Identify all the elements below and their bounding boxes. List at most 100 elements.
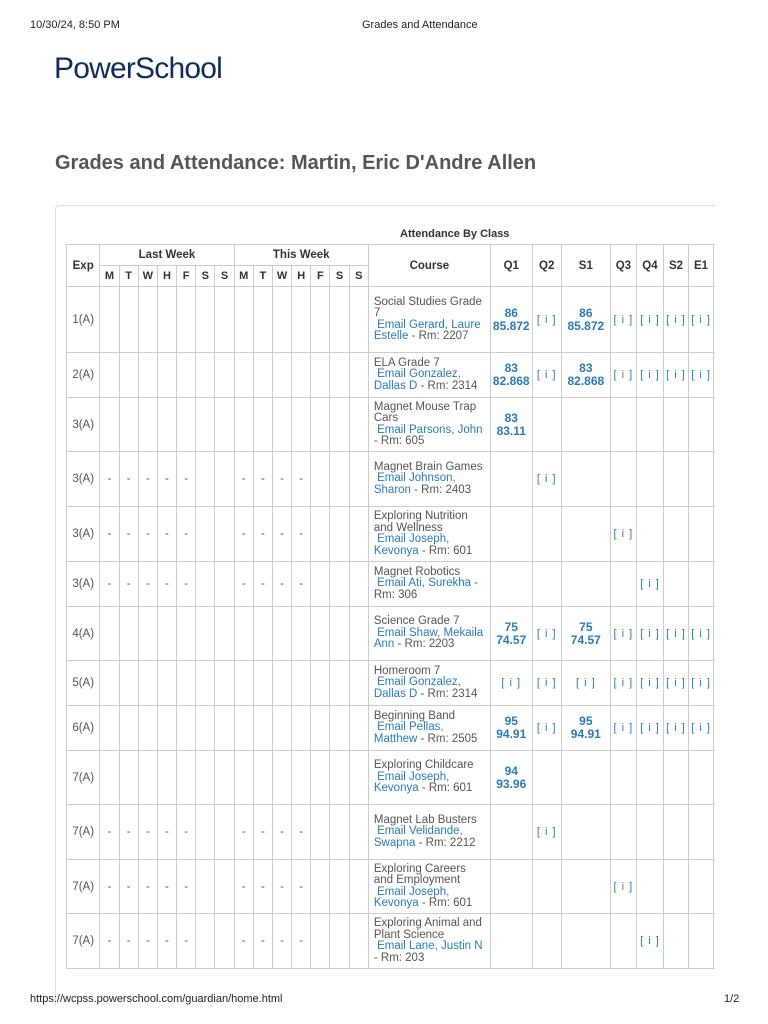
attendance-cell: -: [252, 561, 273, 607]
header-day: H: [156, 265, 178, 287]
grade-link[interactable]: 83 82.868: [567, 361, 604, 388]
exp-cell: 7(A): [65, 913, 101, 969]
exp-cell: 1(A): [65, 286, 101, 353]
attendance-cell: -: [118, 913, 139, 969]
email-teacher-link[interactable]: Email Gonzalez, Dallas D: [373, 368, 461, 392]
header-term-q2[interactable]: Q2: [531, 244, 562, 287]
info-link[interactable]: [ i ]: [640, 722, 660, 734]
room: - Rm: 2212: [418, 836, 476, 849]
grade-link[interactable]: 86 85.872: [567, 306, 604, 333]
grade-link[interactable]: 86 85.872: [493, 306, 530, 333]
attendance-cell: -: [99, 451, 120, 507]
info-link[interactable]: [ i ]: [536, 369, 557, 381]
email-teacher-link[interactable]: Email Gerard, Laure Estelle: [373, 318, 481, 342]
info-link[interactable]: [ i ]: [640, 627, 660, 640]
info-link[interactable]: [ i ]: [640, 935, 660, 947]
info-link[interactable]: [ i ]: [536, 826, 557, 838]
info-link[interactable]: [ i ]: [575, 677, 596, 689]
email-teacher-link[interactable]: Email Parsons, John: [377, 423, 483, 436]
email-teacher-link[interactable]: Email Gonzalez, Dallas D: [373, 676, 461, 700]
info-link[interactable]: [ i ]: [613, 369, 634, 381]
info-link[interactable]: [ i ]: [536, 677, 557, 689]
info-link[interactable]: [ i ]: [666, 627, 686, 640]
email-teacher-link[interactable]: Email Johnson, Sharon: [373, 472, 456, 496]
print-url: https://wcpss.powerschool.com/guardian/h…: [30, 993, 283, 1005]
email-teacher-link[interactable]: Email Velidande, Swapna: [373, 825, 463, 849]
info-link[interactable]: [ i ]: [691, 313, 711, 326]
info-link[interactable]: [ i ]: [536, 627, 557, 640]
info-link[interactable]: [ i ]: [691, 677, 711, 689]
header-term-s2[interactable]: S2: [662, 244, 690, 287]
header-term-q4[interactable]: Q4: [635, 244, 665, 287]
grade-link[interactable]: 75 74.57: [571, 620, 601, 647]
grade-cell-q3: [609, 397, 637, 452]
powerschool-logo[interactable]: PowerSchool: [54, 52, 223, 85]
room: - Rm: 601: [421, 782, 473, 795]
email-teacher-link[interactable]: Email Joseph, Kevonya: [373, 885, 450, 909]
info-link[interactable]: [ i ]: [613, 880, 634, 893]
email-teacher-link[interactable]: Email Ati, Surekha: [377, 577, 472, 590]
room: - Rm: 2203: [397, 638, 455, 651]
attendance-cell: -: [176, 451, 197, 507]
info-link[interactable]: [ i ]: [613, 313, 634, 326]
header-term-e1[interactable]: E1: [688, 244, 715, 287]
info-link[interactable]: [ i ]: [640, 578, 660, 590]
info-link[interactable]: [ i ]: [536, 473, 557, 485]
email-teacher-link[interactable]: Email Lane, Justin N: [377, 940, 483, 952]
info-link[interactable]: [ i ]: [613, 528, 634, 540]
info-link[interactable]: [ i ]: [640, 313, 660, 326]
info-link[interactable]: [ i ]: [691, 722, 711, 734]
course-row: 6(A) Beginning Band Email Pellas, Matthew…: [65, 705, 715, 751]
email-teacher-link[interactable]: Email Joseph, Kevonya: [373, 533, 450, 557]
course-row: 7(A) - - - - - - - - - Exploring Careers and Emplo…: [65, 859, 715, 914]
percent-grade: 94.91: [496, 727, 527, 741]
grade-link[interactable]: 83 82.868: [493, 361, 530, 388]
info-link[interactable]: [ i ]: [613, 722, 634, 734]
email-teacher-link[interactable]: Email Shaw, Mekaila Ann: [373, 626, 484, 651]
attendance-cell: [214, 913, 235, 969]
info-link[interactable]: [ i ]: [640, 677, 660, 689]
header-term-f1[interactable]: F1: [713, 244, 715, 287]
letter-grade: 95: [579, 714, 593, 728]
attendance-cell: -: [137, 913, 158, 969]
info-link[interactable]: [ i ]: [501, 677, 522, 689]
grade-link[interactable]: 94 93.96: [496, 764, 526, 791]
grade-cell-s1: [560, 859, 611, 914]
percent-grade: 85.872: [492, 318, 530, 333]
grade-link[interactable]: 75 74.57: [496, 620, 526, 647]
grade-cell-q4: [ i ]: [635, 660, 665, 706]
grade-link[interactable]: 95 94.91: [571, 714, 601, 741]
letter-grade: 83: [504, 361, 518, 375]
room: - Rm: 2505: [420, 732, 478, 745]
course-row: 4(A) Science Grade 7 Email Shaw, Mekaila …: [65, 606, 715, 661]
attendance-cell: -: [271, 506, 293, 562]
info-link[interactable]: [ i ]: [691, 369, 711, 381]
exp-cell: 4(A): [65, 606, 101, 661]
grade-cell-q2: [531, 750, 562, 805]
email-teacher-link[interactable]: Email Joseph, Kevonya: [373, 770, 450, 795]
grade-cell-e1: [688, 451, 715, 507]
info-link[interactable]: [ i ]: [640, 369, 660, 381]
grade-cell-s2: [662, 451, 690, 507]
header-term-s1[interactable]: S1: [560, 244, 611, 287]
header-term-q3[interactable]: Q3: [609, 244, 637, 287]
info-link[interactable]: [ i ]: [613, 627, 634, 640]
info-link[interactable]: [ i ]: [666, 677, 686, 689]
grade-cell-q1: [489, 451, 533, 507]
email-teacher-link[interactable]: Email Pellas, Matthew: [373, 721, 444, 745]
info-link[interactable]: [ i ]: [666, 722, 686, 734]
info-link[interactable]: [ i ]: [613, 677, 634, 689]
attendance-cell: -: [233, 804, 254, 860]
course-name: Magnet Brain Games: [373, 460, 483, 473]
grade-link[interactable]: 83 83.11: [497, 411, 526, 438]
grade-link[interactable]: 95 94.91: [496, 714, 526, 741]
attendance-cell: -: [233, 859, 254, 914]
info-link[interactable]: [ i ]: [536, 722, 557, 734]
info-link[interactable]: [ i ]: [691, 627, 711, 640]
info-link[interactable]: [ i ]: [666, 369, 686, 381]
info-link[interactable]: [ i ]: [666, 313, 686, 326]
info-link[interactable]: [ i ]: [536, 313, 557, 326]
header-term-q1[interactable]: Q1: [489, 244, 533, 287]
attendance-cell: [156, 397, 178, 452]
header-day: M: [99, 265, 120, 287]
